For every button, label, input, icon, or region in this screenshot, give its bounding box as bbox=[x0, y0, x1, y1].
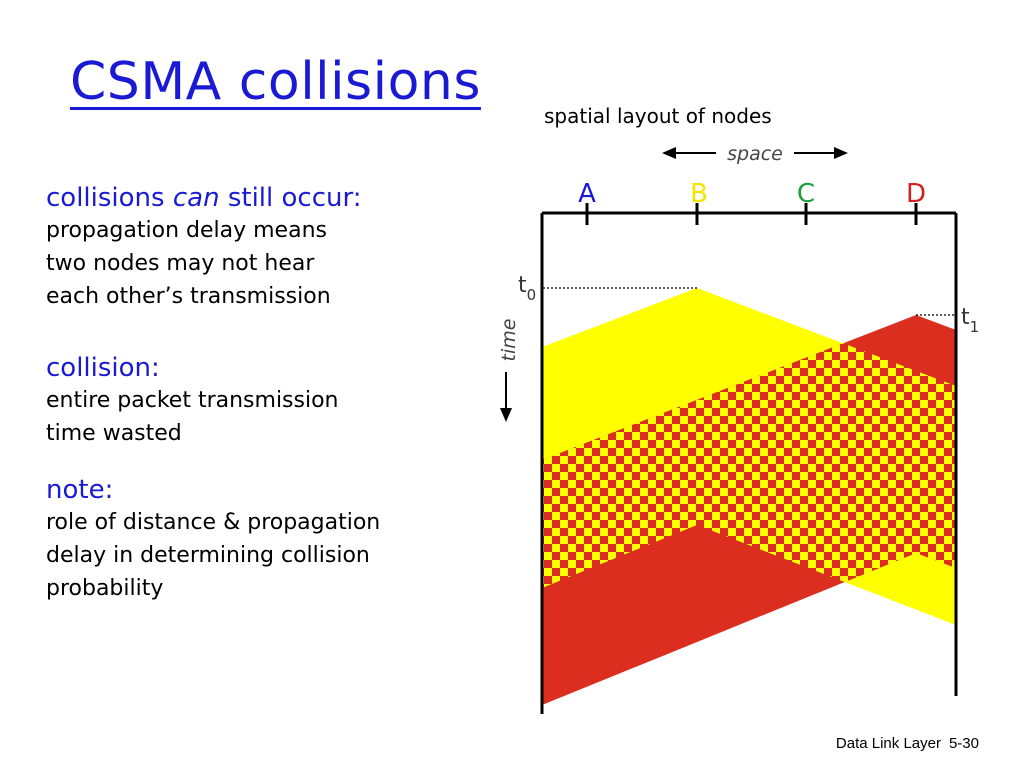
point-collision: collision: entire packet transmission ti… bbox=[46, 352, 339, 450]
node-label-b: B bbox=[690, 179, 708, 209]
point-heading: note: bbox=[46, 475, 114, 505]
heading-part: still occur: bbox=[219, 183, 362, 213]
point-collisions-still-occur: collisions can still occur: propagation … bbox=[46, 182, 361, 313]
node-label-d: D bbox=[906, 179, 926, 209]
point-line: entire packet transmission bbox=[46, 388, 339, 413]
heading-emphasis: can bbox=[172, 183, 220, 213]
node-label-a: A bbox=[578, 179, 596, 209]
t0-label: t0 bbox=[518, 273, 536, 304]
footer-page-number: 5-30 bbox=[948, 735, 979, 752]
time-label: time bbox=[498, 319, 520, 362]
t1-letter: t bbox=[961, 305, 970, 330]
node-label-c: C bbox=[797, 179, 815, 209]
point-line: two nodes may not hear bbox=[46, 251, 315, 276]
heading-part: collisions bbox=[46, 183, 173, 213]
point-note: note: role of distance & propagation del… bbox=[46, 474, 380, 605]
t0-subscript: 0 bbox=[527, 286, 537, 304]
point-line: propagation delay means bbox=[46, 218, 327, 243]
point-line: each other’s transmission bbox=[46, 284, 331, 309]
t0-letter: t bbox=[518, 273, 527, 298]
space-arrow: space bbox=[662, 143, 848, 165]
arrow-head-right bbox=[834, 147, 848, 159]
point-line: time wasted bbox=[46, 421, 182, 446]
footer-chapter: Data Link Layer bbox=[835, 735, 941, 752]
diagram-frame bbox=[540, 203, 958, 714]
arrow-head-left bbox=[662, 147, 676, 159]
arrow-head-down bbox=[500, 408, 512, 422]
t1-subscript: 1 bbox=[970, 318, 980, 336]
point-heading: collisions can still occur: bbox=[46, 182, 361, 214]
space-label: space bbox=[727, 143, 783, 165]
time-arrow: time bbox=[498, 319, 520, 422]
slide-footer: Data Link Layer 5-30 bbox=[828, 735, 979, 752]
point-line: delay in determining collision bbox=[46, 543, 370, 568]
point-line: probability bbox=[46, 576, 164, 601]
diagram-caption: spatial layout of nodes bbox=[544, 104, 772, 128]
t1-label: t1 bbox=[961, 305, 979, 336]
point-heading: collision: bbox=[46, 353, 160, 383]
slide-title: CSMA collisions bbox=[70, 52, 481, 112]
point-line: role of distance & propagation bbox=[46, 510, 381, 535]
